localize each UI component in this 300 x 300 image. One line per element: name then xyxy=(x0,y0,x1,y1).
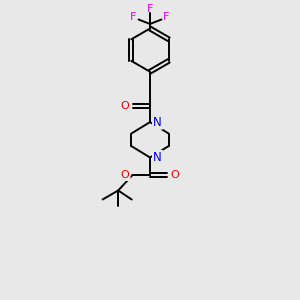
Text: F: F xyxy=(147,4,153,14)
Text: O: O xyxy=(121,100,130,111)
Text: F: F xyxy=(163,12,170,22)
Text: N: N xyxy=(153,151,162,164)
Text: O: O xyxy=(121,170,130,180)
Text: F: F xyxy=(130,12,137,22)
Text: O: O xyxy=(170,170,179,180)
Text: N: N xyxy=(153,116,162,129)
